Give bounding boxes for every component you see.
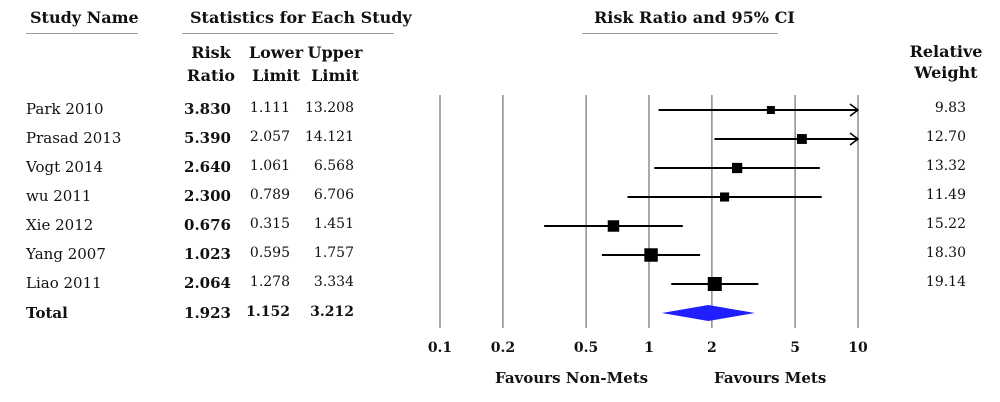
risk-ratio-value: 2.064 <box>184 274 231 292</box>
lower-limit-value: 0.315 <box>249 216 290 232</box>
lower-limit-value: 1.278 <box>249 274 290 290</box>
upper-limit-value: 1.757 <box>313 245 354 261</box>
risk-ratio-value: 2.300 <box>184 187 231 205</box>
study-name: Xie 2012 <box>26 216 94 234</box>
x-tick-label: 1 <box>644 340 654 356</box>
lower-limit-value: 0.789 <box>249 187 290 203</box>
upper-limit-value: 6.706 <box>313 187 354 203</box>
plot-title-rule <box>582 33 778 34</box>
ci-arrow <box>849 132 860 146</box>
weight-value: 18.30 <box>925 245 966 261</box>
weight-value: 19.14 <box>925 274 966 290</box>
effect-marker <box>720 192 730 202</box>
upper-limit-header: Upper Limit <box>307 43 363 85</box>
study-name: Yang 2007 <box>26 245 106 263</box>
lower-limit-value: 1.111 <box>249 100 290 116</box>
lower-limit-value: 2.057 <box>249 129 290 145</box>
total-risk-ratio: 1.923 <box>184 304 231 322</box>
effect-marker <box>644 248 658 262</box>
statistics-header: Statistics for Each Study <box>190 8 412 27</box>
x-tick-label: 0.1 <box>428 340 452 356</box>
risk-ratio-header: Risk Ratio <box>186 43 236 85</box>
statistics-rule <box>182 33 394 34</box>
risk-ratio-value: 5.390 <box>184 129 231 147</box>
risk-ratio-value: 0.676 <box>184 216 231 234</box>
risk-ratio-value: 3.830 <box>184 100 231 118</box>
favours-mets-label: Favours Mets <box>714 369 827 387</box>
upper-limit-value: 14.121 <box>305 129 354 145</box>
plot-title: Risk Ratio and 95% CI <box>594 8 795 27</box>
risk-ratio-value: 1.023 <box>184 245 231 263</box>
upper-limit-value: 3.334 <box>313 274 354 290</box>
lower-limit-header: Lower Limit <box>248 43 304 85</box>
effect-marker <box>731 162 743 174</box>
weight-value: 12.70 <box>925 129 966 145</box>
study-name: wu 2011 <box>26 187 92 205</box>
ci-arrow <box>849 103 860 117</box>
effect-marker <box>766 106 775 114</box>
x-tick-label: 0.2 <box>491 340 515 356</box>
total-label: Total <box>26 304 68 322</box>
lower-limit-value: 0.595 <box>249 245 290 261</box>
effect-marker <box>707 277 722 291</box>
x-tick-label: 10 <box>848 340 868 356</box>
total-lower-limit: 1.152 <box>246 304 290 320</box>
weight-value: 9.83 <box>934 100 966 116</box>
weight-value: 13.32 <box>925 158 966 174</box>
effect-marker <box>607 220 620 232</box>
risk-ratio-value: 2.640 <box>184 158 231 176</box>
x-tick-label: 5 <box>790 340 800 356</box>
study-name: Liao 2011 <box>26 274 102 292</box>
pooled-diamond <box>661 305 755 321</box>
x-tick-label: 0.5 <box>574 340 598 356</box>
effect-marker <box>796 134 807 144</box>
study-name: Vogt 2014 <box>26 158 104 176</box>
study-name: Park 2010 <box>26 100 104 118</box>
relative-weight-header: Relative Weight <box>909 42 983 82</box>
weight-value: 11.49 <box>925 187 966 203</box>
favours-non-mets-label: Favours Non-Mets <box>495 369 649 387</box>
upper-limit-value: 6.568 <box>313 158 354 174</box>
total-upper-limit: 3.212 <box>310 304 354 320</box>
study-name-rule <box>26 33 138 34</box>
x-tick-label: 2 <box>707 340 717 356</box>
study-name: Prasad 2013 <box>26 129 122 147</box>
study-name-header: Study Name <box>30 8 139 27</box>
upper-limit-value: 13.208 <box>305 100 354 116</box>
upper-limit-value: 1.451 <box>313 216 354 232</box>
lower-limit-value: 1.061 <box>249 158 290 174</box>
weight-value: 15.22 <box>925 216 966 232</box>
